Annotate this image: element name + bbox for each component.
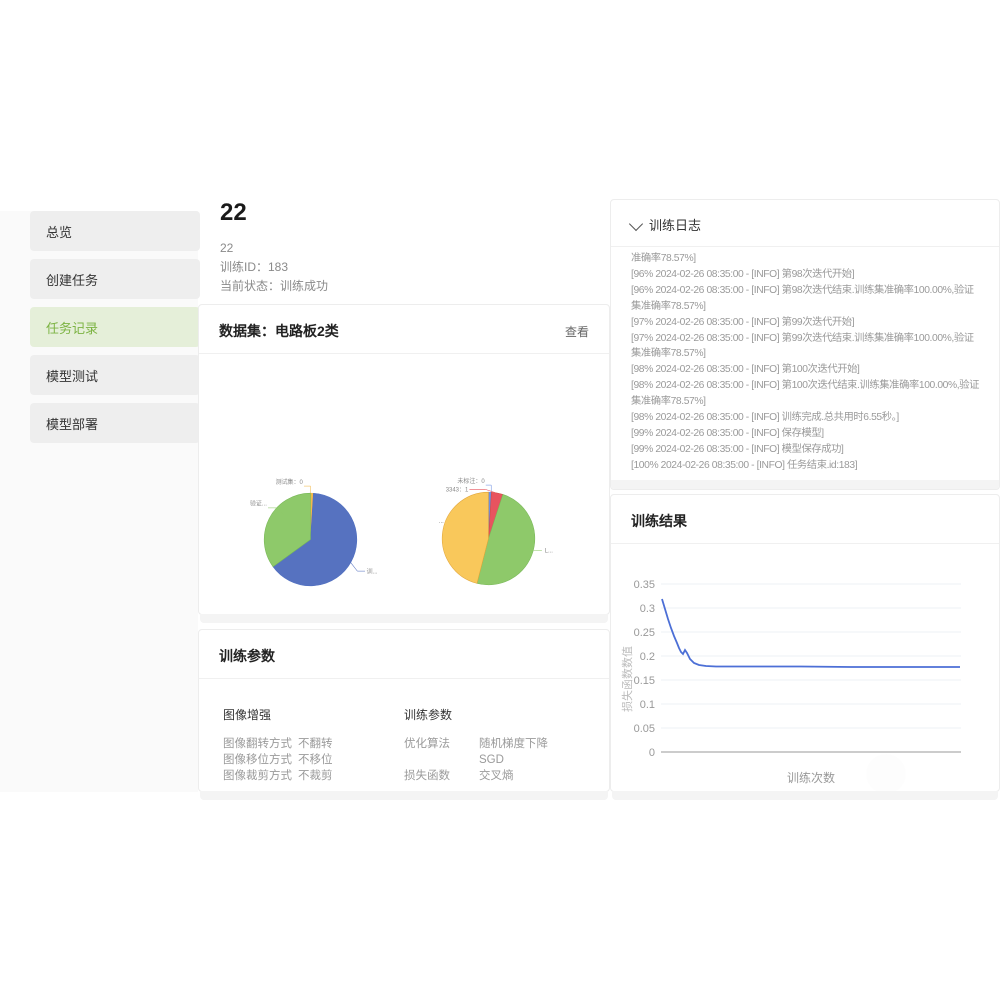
svg-text:0.3: 0.3 [640, 603, 655, 615]
svg-text:验证...: 验证... [250, 500, 267, 508]
svg-text:0.05: 0.05 [634, 723, 655, 735]
svg-text:训...: 训... [367, 567, 378, 575]
svg-text:0.1: 0.1 [640, 699, 655, 711]
svg-text:L...: L... [545, 549, 554, 555]
svg-text:0.35: 0.35 [634, 579, 655, 591]
svg-text:测试集：0: 测试集：0 [276, 478, 304, 486]
svg-text:损失函数数值: 损失函数数值 [621, 646, 634, 712]
svg-text:未标注：0: 未标注：0 [457, 477, 485, 485]
svg-text:...: ... [439, 519, 444, 525]
svg-text:0.25: 0.25 [634, 627, 655, 639]
svg-text:训练次数: 训练次数 [787, 770, 835, 785]
svg-text:0: 0 [649, 747, 655, 759]
svg-text:3343：1: 3343：1 [446, 488, 469, 494]
svg-text:0.2: 0.2 [640, 651, 655, 663]
svg-text:0.15: 0.15 [634, 675, 655, 687]
